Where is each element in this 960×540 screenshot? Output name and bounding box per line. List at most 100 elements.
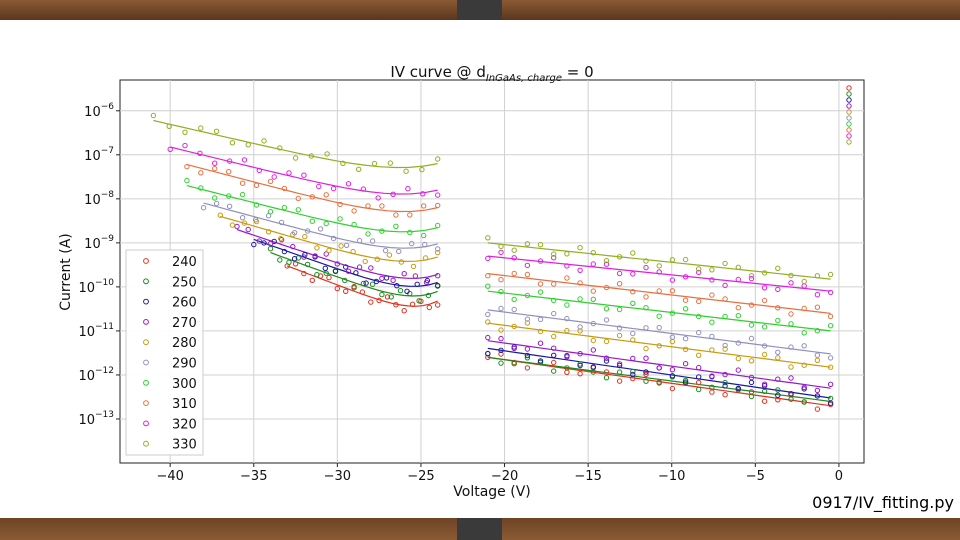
data-point-290	[551, 310, 557, 317]
data-point-330	[616, 254, 623, 260]
data-point-300	[709, 319, 715, 325]
y-axis-ticks: 10−13 10−12 10−11 10−10 10−9 10−8 10−7 10−6	[78, 102, 120, 428]
data-point-320	[301, 172, 307, 178]
data-point-300	[696, 313, 702, 320]
data-point-320	[390, 191, 396, 198]
data-point-270	[551, 345, 557, 351]
data-point-320	[485, 255, 491, 262]
data-point-280	[410, 263, 417, 270]
data-point-270	[669, 367, 676, 373]
data-point-300	[407, 229, 413, 236]
data-point-330	[846, 139, 852, 145]
data-point-280	[788, 364, 794, 370]
data-point-320	[846, 133, 852, 139]
data-point-310	[709, 292, 715, 298]
data-point-290	[564, 315, 570, 322]
data-point-270	[379, 275, 385, 282]
data-point-300	[498, 288, 504, 295]
data-point-250	[801, 399, 807, 405]
data-points	[150, 85, 852, 412]
y-tick-label: 10−13	[78, 410, 114, 428]
data-point-280	[435, 249, 441, 256]
fit-line-240	[487, 356, 831, 407]
data-point-250	[360, 280, 367, 287]
data-point-240	[603, 369, 610, 375]
data-point-310	[379, 203, 385, 209]
data-point-300	[337, 216, 343, 222]
data-point-310	[337, 201, 343, 208]
data-point-290	[396, 248, 402, 255]
data-point-280	[350, 248, 356, 255]
data-point-280	[590, 337, 596, 344]
data-point-300	[616, 306, 623, 313]
data-point-330	[340, 160, 346, 167]
legend-label-250: 250	[172, 275, 197, 290]
data-point-270	[846, 103, 852, 109]
data-point-310	[788, 311, 794, 317]
data-point-280	[422, 255, 429, 261]
data-point-310	[669, 288, 676, 294]
data-point-290	[239, 215, 246, 221]
data-point-250	[537, 359, 544, 366]
data-point-290	[775, 349, 781, 355]
data-point-310	[603, 284, 610, 291]
data-point-300	[775, 317, 781, 324]
data-point-330	[150, 112, 157, 119]
data-point-300	[827, 323, 834, 329]
data-point-290	[498, 305, 504, 312]
data-point-250	[267, 246, 274, 252]
y-tick-label: 10−6	[84, 102, 114, 120]
data-point-260	[814, 393, 821, 399]
fit-line-250	[487, 356, 831, 403]
data-point-290	[801, 343, 807, 349]
data-point-300	[669, 310, 676, 316]
data-point-330	[709, 267, 715, 273]
data-point-250	[788, 396, 794, 402]
data-point-260	[788, 391, 794, 397]
data-point-270	[245, 226, 251, 233]
data-point-280	[498, 327, 504, 333]
legend-label-260: 260	[172, 296, 197, 311]
data-point-260	[332, 268, 339, 274]
data-point-320	[345, 181, 352, 187]
data-point-320	[537, 258, 544, 264]
data-point-290	[278, 219, 285, 226]
legend-marker-270	[143, 319, 149, 325]
data-point-310	[365, 203, 371, 209]
legend-label-300: 300	[172, 377, 197, 392]
y-tick-label: 10−12	[78, 366, 114, 384]
data-point-250	[304, 261, 311, 268]
data-point-240	[669, 385, 676, 392]
data-point-270	[423, 279, 430, 285]
data-point-300	[630, 300, 636, 306]
data-point-300	[564, 302, 570, 308]
data-point-300	[577, 296, 583, 302]
data-point-310	[827, 313, 834, 320]
data-point-270	[616, 361, 623, 367]
data-point-330	[788, 272, 794, 279]
data-point-240	[309, 277, 315, 283]
data-point-240	[846, 85, 852, 91]
data-point-260	[353, 270, 359, 276]
fit-line-260	[487, 347, 831, 399]
data-point-240	[577, 371, 583, 377]
data-point-280	[551, 333, 557, 340]
x-tick-label: 0	[835, 469, 843, 484]
data-point-250	[590, 369, 596, 375]
data-point-310	[198, 170, 204, 176]
data-point-280	[577, 328, 583, 334]
data-point-290	[343, 242, 350, 249]
data-point-300	[537, 289, 544, 295]
data-point-280	[241, 220, 248, 226]
data-point-310	[421, 203, 427, 209]
data-point-280	[656, 343, 662, 349]
data-point-260	[261, 240, 267, 246]
data-point-250	[696, 386, 702, 393]
data-point-330	[356, 166, 362, 173]
data-point-310	[551, 281, 557, 287]
data-point-280	[537, 328, 544, 335]
fit-line-330	[153, 119, 438, 169]
data-point-270	[312, 253, 318, 259]
data-point-300	[846, 121, 852, 127]
data-point-240	[292, 261, 299, 267]
